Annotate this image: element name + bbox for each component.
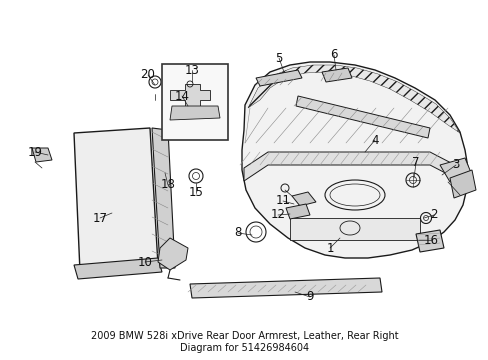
Bar <box>162 64 227 140</box>
Text: 2: 2 <box>429 208 437 221</box>
Polygon shape <box>247 65 459 133</box>
Polygon shape <box>152 128 175 268</box>
Text: 20: 20 <box>140 68 155 81</box>
Polygon shape <box>242 62 467 258</box>
Text: 6: 6 <box>329 49 337 62</box>
Polygon shape <box>321 68 351 82</box>
Text: 14: 14 <box>174 90 189 103</box>
Polygon shape <box>244 152 454 181</box>
Text: 5: 5 <box>275 51 282 64</box>
Text: 4: 4 <box>370 134 378 147</box>
Polygon shape <box>285 204 309 219</box>
Text: Diagram for 51426984604: Diagram for 51426984604 <box>180 343 308 353</box>
Text: 10: 10 <box>137 256 152 269</box>
Text: 2009 BMW 528i xDrive Rear Door Armrest, Leather, Rear Right: 2009 BMW 528i xDrive Rear Door Armrest, … <box>90 331 398 341</box>
Text: 9: 9 <box>305 291 313 303</box>
Text: 12: 12 <box>270 208 285 221</box>
Polygon shape <box>415 230 443 252</box>
Text: 15: 15 <box>188 186 203 199</box>
Polygon shape <box>449 170 475 198</box>
Polygon shape <box>32 148 52 162</box>
Polygon shape <box>289 218 419 240</box>
Polygon shape <box>295 96 429 138</box>
Text: 11: 11 <box>275 194 290 207</box>
Polygon shape <box>158 238 187 270</box>
Polygon shape <box>256 70 302 86</box>
Text: 3: 3 <box>451 158 459 171</box>
Text: 16: 16 <box>423 234 438 247</box>
Polygon shape <box>170 106 220 120</box>
Text: 7: 7 <box>411 157 419 170</box>
Text: 17: 17 <box>92 211 107 225</box>
Polygon shape <box>74 258 162 279</box>
Text: 1: 1 <box>325 242 333 255</box>
Text: 8: 8 <box>234 226 241 239</box>
Polygon shape <box>439 158 471 182</box>
Polygon shape <box>190 278 381 298</box>
Polygon shape <box>74 128 158 272</box>
Polygon shape <box>170 84 209 106</box>
Text: 18: 18 <box>160 179 175 192</box>
Text: 13: 13 <box>184 63 199 77</box>
Text: 19: 19 <box>27 145 42 158</box>
Polygon shape <box>291 192 315 206</box>
